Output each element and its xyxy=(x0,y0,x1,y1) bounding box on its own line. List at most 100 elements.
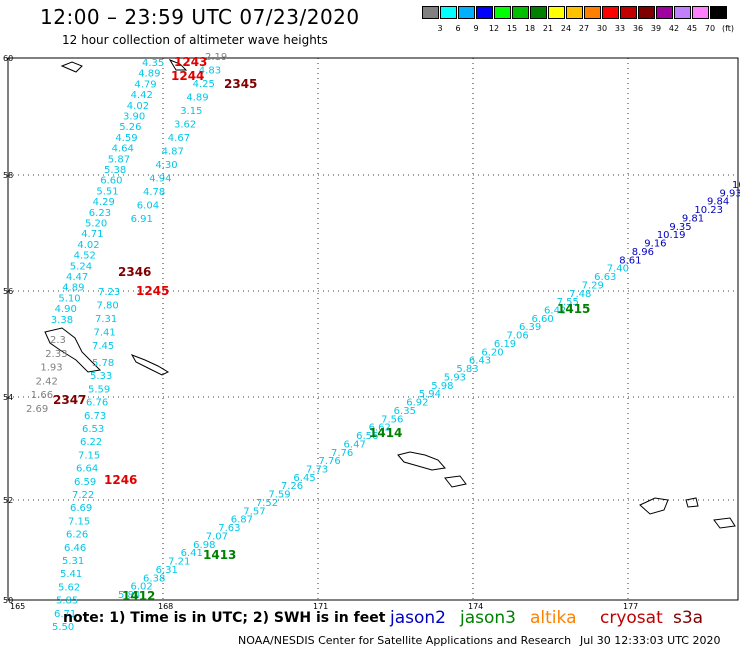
swh-value-track-c: 6.46 xyxy=(64,543,86,554)
swh-value-track-a: 5.87 xyxy=(108,154,130,165)
swh-value-long-track: 7.48 xyxy=(569,289,591,300)
colorbar-label: 24 xyxy=(560,24,572,33)
island-outline xyxy=(444,475,467,488)
swh-value-track-a: 4.52 xyxy=(74,251,96,262)
axis-labels: 165 168 171 174 177 60 58 56 54 52 50 xyxy=(3,54,638,611)
swh-value-track-a: 4.02 xyxy=(77,240,99,251)
swh-value-long-track: 7.76 xyxy=(318,456,340,467)
swh-value-long-track: 7.76 xyxy=(331,448,353,459)
lat-tick-label: 56 xyxy=(3,287,13,296)
colorbar-label: 33 xyxy=(614,24,626,33)
swh-value-track-a: 3.38 xyxy=(51,315,73,326)
swh-value-track-a: 5.51 xyxy=(96,186,118,197)
map-frame xyxy=(7,57,739,601)
swh-value-long-track: 6.19 xyxy=(494,339,516,350)
swh-value-track-a: 4.89 xyxy=(62,283,84,294)
swh-value-track-a: 4.29 xyxy=(93,197,115,208)
swh-value-long-track: 6.02 xyxy=(131,582,153,593)
swh-value-track-c: 6.69 xyxy=(70,503,92,514)
swh-value-track-c: 7.22 xyxy=(72,490,94,501)
swh-value-track-mid: 7.80 xyxy=(97,301,119,312)
swh-value-track-b: 4.30 xyxy=(155,160,177,171)
colorbar-swatch xyxy=(656,6,673,19)
swh-value-long-track: 6.41 xyxy=(181,548,203,559)
swh-value-long-track: 5.98 xyxy=(431,381,453,392)
swh-value-track-a: 6.23 xyxy=(89,208,111,219)
colorbar-swatch xyxy=(638,6,655,19)
swh-value-track-a: 6.60 xyxy=(100,176,122,187)
colorbar-label: 12 xyxy=(488,24,500,33)
swh-value-track-b: 4.78 xyxy=(143,187,165,198)
lat-tick-label: 54 xyxy=(3,393,13,402)
swh-value-long-track: 7.26 xyxy=(281,481,303,492)
swh-value-long-track: 6.39 xyxy=(519,322,541,333)
colorbar-label: 18 xyxy=(524,24,536,33)
lat-tick-label: 52 xyxy=(3,496,13,505)
swh-value-track-c: 5.50 xyxy=(52,622,74,633)
pass-time-label: 1245 xyxy=(136,284,169,298)
swh-value-long-track: 6.98 xyxy=(193,540,215,551)
pass-time-label: 2345 xyxy=(224,77,257,91)
coastlines xyxy=(44,58,736,529)
swh-value-long-track: 10.19 xyxy=(657,230,686,241)
swh-value-long-track: 7.63 xyxy=(218,523,240,534)
swh-value-track-c: 5.59 xyxy=(88,384,110,395)
swh-value-track-b: 6.04 xyxy=(137,201,159,212)
colorbar-swatch xyxy=(548,6,565,19)
legend-jason2: jason2 xyxy=(390,608,446,628)
colorbar-label: (ft) xyxy=(721,24,735,33)
legend-jason3: jason3 xyxy=(460,608,516,628)
swh-value-track-a: 5.26 xyxy=(119,122,141,133)
swh-value-gray: 1.93 xyxy=(40,363,62,374)
map-border xyxy=(7,57,739,601)
swh-value-long-track: 6.45 xyxy=(293,473,315,484)
swh-value-long-track: 7.52 xyxy=(256,498,278,509)
swh-value-long-track: 6.42 xyxy=(544,306,566,317)
map-title: 12:00 – 23:59 UTC 07/23/2020 xyxy=(40,5,360,29)
swh-value-track-a: 4.59 xyxy=(115,133,137,144)
pass-time-label: 1412 xyxy=(122,589,155,603)
swh-value-long-track: 6.92 xyxy=(406,398,428,409)
swh-value-track-b: 4.25 xyxy=(193,79,215,90)
credit-line: NOAA/NESDIS Center for Satellite Applica… xyxy=(238,634,572,647)
swh-value-track-mid: 7.23 xyxy=(98,287,120,298)
colorbar-swatch xyxy=(566,6,583,19)
swh-value-track-b: 4.67 xyxy=(168,133,190,144)
swh-value-long-track: 6.60 xyxy=(532,314,554,325)
swh-value-track-b: 6.91 xyxy=(131,214,153,225)
island-outline xyxy=(130,354,170,376)
lat-tick-label: 60 xyxy=(3,54,13,63)
swh-value-long-track: 5.94 xyxy=(419,389,441,400)
lat-tick-label: 50 xyxy=(3,596,13,605)
colorbar-label: 30 xyxy=(596,24,608,33)
colorbar-label: 70 xyxy=(704,24,716,33)
colorbar-label: 3 xyxy=(437,24,443,33)
swh-value-long-track: 6.62 xyxy=(369,423,391,434)
colorbar-swatch xyxy=(530,6,547,19)
pass-time-label: 2347 xyxy=(53,393,86,407)
island-outline xyxy=(168,58,188,71)
swh-value-long-track: 7.55 xyxy=(557,297,579,308)
swh-value-track-c: 6.22 xyxy=(80,437,102,448)
pass-time-label: 1244 xyxy=(171,69,204,83)
swh-value-track-b: 4.83 xyxy=(199,66,221,77)
colorbar-label: 45 xyxy=(686,24,698,33)
swh-value-track-a: 4.71 xyxy=(81,229,103,240)
swh-value-gray: 2.33 xyxy=(45,349,67,360)
swh-value-gray: 2.3 xyxy=(50,335,66,346)
swh-value-long-track: 5.93 xyxy=(444,372,466,383)
colorbar-label: 39 xyxy=(650,24,662,33)
swh-value-long-track: 9.35 xyxy=(669,222,691,233)
colorbar-swatch xyxy=(422,6,439,19)
colorbar-swatch xyxy=(674,6,691,19)
swh-value-track-a: 4.79 xyxy=(134,79,156,90)
legend-altika: altika xyxy=(530,608,577,628)
legend-cryosat: cryosat xyxy=(600,608,663,628)
swh-value-long-track: 6.31 xyxy=(156,565,178,576)
swh-value-track-c: 7.15 xyxy=(68,516,90,527)
swh-value-long-track: 10 xyxy=(732,180,740,191)
swh-value-long-track: 9.81 xyxy=(682,213,704,224)
island-outline xyxy=(713,517,736,529)
swh-value-long-track: 7.29 xyxy=(582,280,604,291)
island-outline xyxy=(639,497,669,515)
